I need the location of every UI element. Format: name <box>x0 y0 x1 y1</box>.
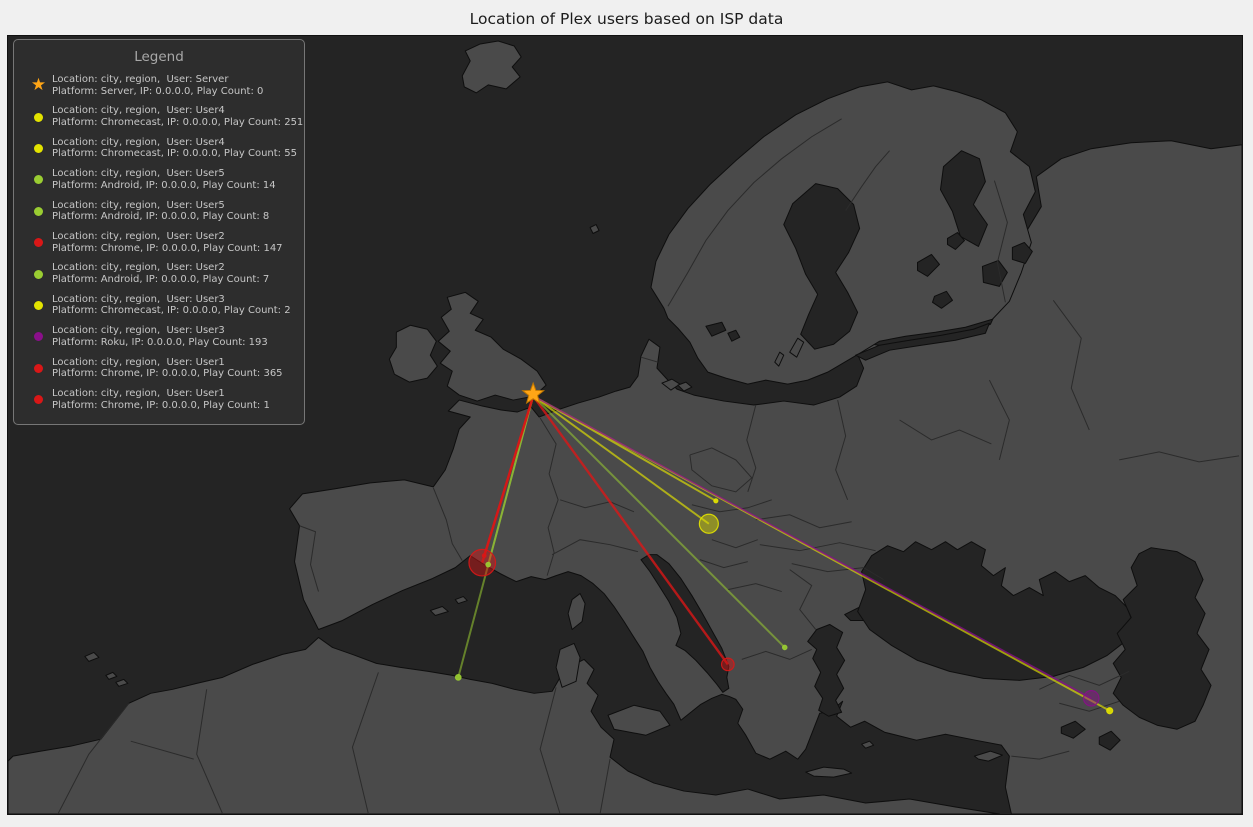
user-dot-icon <box>34 143 43 153</box>
inland-seas <box>640 150 1212 751</box>
connection-lines <box>457 395 1111 712</box>
legend-item: Location: city, region, User: User2 Plat… <box>14 258 304 289</box>
finnish-lakes <box>917 231 965 309</box>
faroe-islands <box>589 224 600 234</box>
legend-marker <box>25 332 52 342</box>
user-marker <box>698 513 719 534</box>
caspian-sea <box>1112 547 1212 730</box>
legend-marker <box>25 206 52 216</box>
rhodes <box>861 740 875 749</box>
cyprus <box>973 750 1003 762</box>
sardinia <box>555 642 581 688</box>
legend-marker <box>25 269 52 279</box>
user-dot-icon <box>34 269 43 279</box>
server-star-icon: ★ <box>30 75 47 96</box>
legend-item-label: Location: city, region, User: Server Pla… <box>52 74 264 97</box>
user-marker <box>481 553 487 559</box>
legend-item: Location: city, region, User: User4 Plat… <box>14 133 304 164</box>
legend-item-label: Location: city, region, User: User1 Plat… <box>52 388 270 411</box>
legend-item: Location: city, region, User: User3 Plat… <box>14 321 304 352</box>
user-dot-icon <box>34 238 43 248</box>
user-dot-icon <box>34 332 43 342</box>
africa-landmass <box>8 636 1000 814</box>
legend-item-label: Location: city, region, User: User5 Plat… <box>52 168 276 191</box>
white-sea <box>939 150 988 247</box>
crete <box>805 766 853 778</box>
gotland <box>774 337 805 367</box>
user-marker <box>713 498 719 504</box>
legend-item-label: Location: city, region, User: User4 Plat… <box>52 105 304 129</box>
connection-line <box>532 395 786 649</box>
atlantic-islands <box>84 651 129 687</box>
black-sea <box>857 541 1134 681</box>
lake-onega <box>1011 241 1033 264</box>
user-marker <box>781 644 788 651</box>
connection-line <box>532 395 710 525</box>
country-borders <box>57 118 1240 814</box>
page-title: Location of Plex users based on ISP data <box>469 10 784 28</box>
danish-islands <box>661 378 693 392</box>
legend-item: Location: city, region, User: User1 Plat… <box>14 384 304 415</box>
legend: Legend ★ Location: city, region, User: S… <box>13 39 305 426</box>
connection-line <box>532 395 729 666</box>
swedish-lakes <box>705 321 741 342</box>
legend-items: ★ Location: city, region, User: Server P… <box>14 70 304 415</box>
legend-title: Legend <box>134 49 184 65</box>
legend-item: Location: city, region, User: User5 Plat… <box>14 196 304 227</box>
user-dot-icon <box>34 175 43 185</box>
legend-item-label: Location: city, region, User: User2 Plat… <box>52 262 270 286</box>
iceland <box>461 40 522 94</box>
connection-line <box>483 395 535 557</box>
user-dot-icon <box>34 395 43 405</box>
server-star-marker <box>521 381 546 405</box>
legend-marker <box>25 395 52 405</box>
gulf-of-bothnia <box>783 183 861 350</box>
corsica <box>567 593 586 630</box>
user-dot-icon <box>34 300 43 310</box>
balearic-islands <box>429 596 468 617</box>
legend-item-label: Location: city, region, User: User1 Plat… <box>52 356 283 380</box>
user-marker <box>720 657 735 672</box>
legend-item: Location: city, region, User: User5 Plat… <box>14 164 304 195</box>
legend-marker <box>25 238 52 248</box>
legend-item: Location: city, region, User: User4 Plat… <box>14 101 304 132</box>
legend-item: ★ Location: city, region, User: Server P… <box>14 70 304 101</box>
legend-marker <box>25 363 52 373</box>
legend-item-label: Location: city, region, User: User3 Plat… <box>52 325 268 348</box>
user-marker <box>485 561 492 568</box>
user-marker <box>454 673 462 681</box>
gulf-of-finland <box>855 322 990 361</box>
legend-marker <box>25 175 52 185</box>
sicily <box>607 704 671 736</box>
ireland <box>388 324 438 383</box>
user-dot-icon <box>34 206 43 216</box>
user-dot-icon <box>34 363 43 373</box>
legend-item-label: Location: city, region, User: User3 Plat… <box>52 293 291 317</box>
aegean-sea <box>807 623 846 717</box>
legend-marker <box>25 143 52 153</box>
legend-item-label: Location: city, region, User: User4 Plat… <box>52 136 297 160</box>
legend-marker <box>25 300 52 310</box>
legend-item: Location: city, region, User: User1 Plat… <box>14 353 304 384</box>
adriatic-sea <box>640 554 730 693</box>
user-marker <box>1082 690 1100 707</box>
great-britain <box>437 291 547 402</box>
user-dot-icon <box>34 112 43 122</box>
user-marker <box>468 548 497 577</box>
legend-marker <box>25 112 52 122</box>
user-markers <box>454 381 1114 715</box>
legend-item: Location: city, region, User: User3 Plat… <box>14 290 304 321</box>
legend-item: Location: city, region, User: User2 Plat… <box>14 227 304 258</box>
legend-item-label: Location: city, region, User: User2 Plat… <box>52 231 283 254</box>
connection-line <box>532 395 1092 700</box>
user-marker <box>1106 707 1114 715</box>
legend-marker: ★ <box>25 77 52 94</box>
legend-item-label: Location: city, region, User: User5 Plat… <box>52 199 270 223</box>
anatolian-lakes <box>1060 720 1121 751</box>
